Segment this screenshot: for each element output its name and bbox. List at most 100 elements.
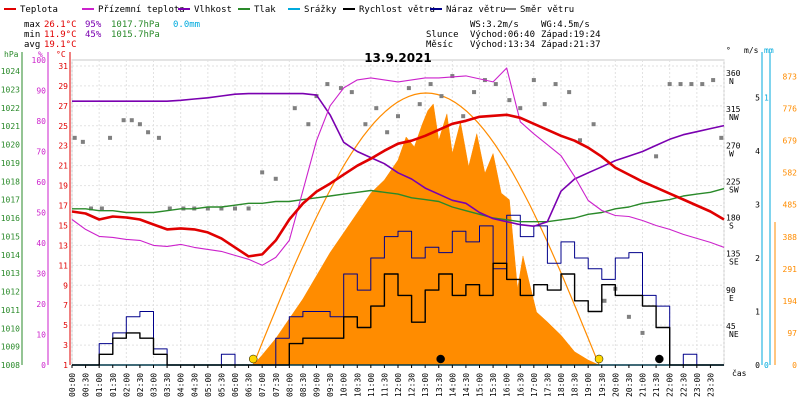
wind-direction-point — [233, 206, 237, 211]
humidity-tick-label: 10 — [36, 331, 46, 340]
stats-min-press: 1015.7hPa — [111, 30, 160, 40]
wind-direction-point — [406, 86, 411, 91]
wind-direction-point — [80, 139, 85, 144]
hpa-tick-label: 1017 — [1, 196, 20, 205]
radiation-tick-label: 485 — [783, 201, 798, 210]
series-vlhkost-line — [72, 92, 725, 227]
x-tick-label: 04:30 — [190, 373, 199, 397]
stats-sunset: Západ:19:24 — [541, 30, 601, 40]
wind-tick-label: 0 — [755, 361, 760, 370]
direction-axis-title: ° — [726, 46, 731, 55]
wind-direction-point — [602, 298, 607, 303]
stats-moonrise: Východ:13:34 — [470, 40, 535, 50]
rain-tick-label: 0 — [764, 361, 769, 370]
wind-direction-point — [553, 82, 558, 87]
rain-axis-title: mm — [764, 46, 774, 55]
temperature-tick-label: 9 — [63, 281, 68, 290]
x-tick-label: 19:30 — [598, 373, 607, 397]
wind-direction-point — [461, 114, 466, 119]
hpa-tick-label: 1008 — [1, 361, 20, 370]
wind-direction-point — [260, 170, 265, 175]
radiation-fill — [252, 103, 600, 366]
x-tick-label: 18:30 — [571, 373, 580, 397]
x-tick-label: 00:00 — [68, 373, 77, 397]
hpa-tick-label: 1019 — [1, 159, 20, 168]
hpa-tick-label: 1024 — [1, 67, 20, 76]
legend-label: Tlak — [254, 5, 276, 15]
wind-direction-point — [374, 106, 379, 111]
wind-direction-point — [711, 78, 716, 83]
humidity-tick-label: 20 — [36, 300, 46, 309]
wind-direction-point — [137, 122, 142, 127]
hpa-tick-label: 1013 — [1, 269, 20, 278]
temperature-axis-title: °C — [56, 50, 66, 59]
wind-direction-point — [363, 122, 368, 127]
wind-direction-point — [667, 82, 672, 87]
chart-date-title: 13.9.2021 — [364, 51, 432, 65]
radiation-tick-label: 582 — [783, 169, 798, 178]
x-tick-label: 22:30 — [679, 373, 688, 397]
wind-direction-point — [325, 82, 330, 87]
x-tick-label: 20:30 — [625, 373, 634, 397]
radiation-tick-label: 388 — [783, 233, 798, 242]
wind-direction-point — [205, 206, 210, 211]
x-tick-label: 15:30 — [489, 373, 498, 397]
wind-direction-point — [167, 206, 172, 211]
x-tick-label: 22:00 — [666, 373, 675, 397]
wind-direction-point — [678, 82, 683, 87]
sunrise-marker — [248, 354, 258, 364]
humidity-tick-label: 70 — [36, 148, 46, 157]
direction-compass-label: SW — [729, 185, 739, 194]
hpa-tick-label: 1011 — [1, 306, 20, 315]
humidity-tick-label: 100 — [32, 56, 47, 65]
hpa-tick-label: 1021 — [1, 122, 20, 131]
wind-direction-point — [396, 114, 400, 119]
stats-avg-temp: 19.1°C — [44, 40, 77, 50]
wind-direction-point — [626, 314, 631, 319]
hpa-tick-label: 1012 — [1, 288, 20, 297]
x-tick-label: 09:30 — [326, 373, 335, 397]
wind-direction-point — [518, 106, 523, 111]
temperature-tick-label: 17 — [58, 202, 68, 211]
x-tick-label: 23:00 — [693, 373, 702, 397]
x-tick-label: 12:30 — [408, 373, 417, 397]
direction-compass-label: W — [729, 149, 734, 158]
stats-sunrise: Východ:06:40 — [470, 30, 535, 40]
x-tick-label: 03:30 — [163, 373, 172, 397]
legend-label: Rychlost větru — [359, 5, 435, 15]
moonset-marker — [655, 354, 664, 364]
stats-max-press: 1017.7hPa — [111, 20, 160, 30]
x-tick-label: 14:00 — [448, 373, 457, 397]
temperature-tick-label: 29 — [58, 82, 68, 91]
legend-label: Vlhkost — [194, 5, 232, 15]
wind-tick-label: 4 — [755, 147, 760, 156]
hpa-tick-label: 1010 — [1, 324, 20, 333]
direction-tick-label: 225 — [726, 177, 741, 186]
wind-tick-label: 5 — [755, 93, 760, 102]
radiation-tick-label: 679 — [783, 137, 798, 146]
wind-direction-point — [129, 118, 134, 123]
radiation-tick-label: 194 — [783, 297, 798, 306]
wind-direction-point — [108, 135, 113, 140]
humidity-axis-title: % — [38, 50, 43, 59]
wind-direction-point — [719, 135, 724, 140]
wind-direction-point — [306, 122, 311, 127]
wind-tick-label: 1 — [755, 307, 760, 316]
wind-direction-point — [99, 206, 104, 211]
sunset-marker — [594, 354, 604, 364]
x-tick-label: 01:00 — [95, 373, 104, 397]
x-tick-label: 19:00 — [584, 373, 593, 397]
humidity-tick-label: 50 — [36, 209, 46, 218]
x-tick-label: 16:00 — [503, 373, 512, 397]
x-tick-label: 03:00 — [150, 373, 159, 397]
radiation-tick-label: 873 — [783, 73, 798, 82]
direction-tick-label: 180 — [726, 214, 741, 223]
wind-tick-label: 2 — [755, 254, 760, 263]
wind-direction-point — [385, 130, 390, 135]
hpa-tick-label: 1020 — [1, 141, 20, 150]
wind-direction-point — [439, 94, 444, 99]
radiation-tick-label: 776 — [783, 105, 798, 114]
x-tick-label: 05:00 — [204, 373, 213, 397]
legend-label: Srážky — [304, 5, 337, 15]
humidity-tick-label: 90 — [36, 87, 46, 96]
